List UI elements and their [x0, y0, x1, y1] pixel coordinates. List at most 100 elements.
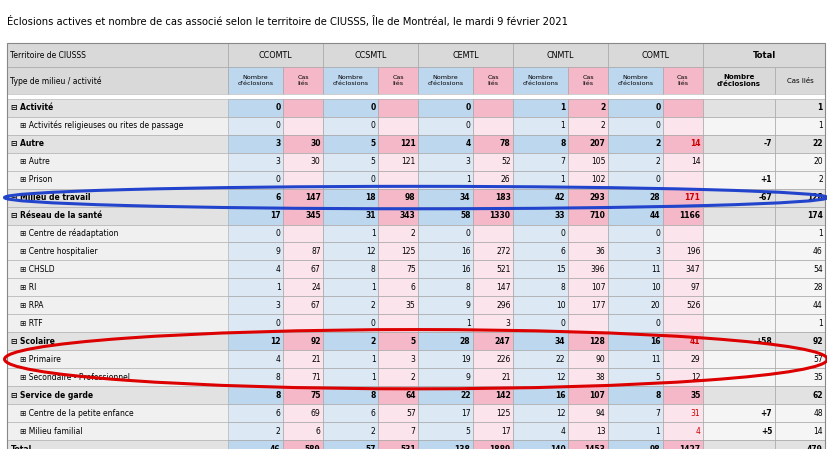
Bar — [608, 386, 663, 404]
Bar — [608, 260, 663, 278]
Bar — [568, 207, 608, 224]
Bar — [775, 67, 825, 94]
Text: 2: 2 — [370, 301, 375, 310]
Bar — [323, 440, 378, 449]
Bar — [775, 278, 825, 296]
Text: 521: 521 — [496, 265, 510, 274]
Bar — [323, 171, 378, 189]
Bar — [418, 224, 473, 242]
Bar — [703, 332, 775, 350]
Bar — [513, 422, 568, 440]
Bar — [418, 350, 473, 368]
Text: 1: 1 — [276, 283, 280, 292]
Text: 10: 10 — [651, 283, 661, 292]
Bar — [418, 135, 473, 153]
Bar — [473, 135, 513, 153]
Text: 17: 17 — [461, 409, 471, 418]
Bar — [418, 404, 473, 422]
Text: +5: +5 — [761, 427, 772, 436]
Text: 57: 57 — [406, 409, 416, 418]
Bar — [568, 99, 608, 117]
Bar — [608, 440, 663, 449]
Bar — [568, 350, 608, 368]
Bar — [568, 224, 608, 242]
Bar — [513, 296, 568, 314]
Bar — [378, 386, 418, 404]
Bar — [703, 207, 775, 224]
Bar — [703, 224, 775, 242]
Text: Total: Total — [753, 50, 776, 60]
Bar — [378, 422, 418, 440]
Bar — [283, 67, 323, 94]
Bar — [703, 386, 775, 404]
Text: 17: 17 — [270, 211, 280, 220]
Bar — [418, 43, 513, 67]
Bar — [775, 314, 825, 332]
Bar — [473, 350, 513, 368]
Bar — [513, 314, 568, 332]
Text: 0: 0 — [656, 175, 661, 184]
Bar — [323, 314, 378, 332]
Bar — [775, 260, 825, 278]
Bar — [323, 242, 378, 260]
Text: 98: 98 — [650, 445, 661, 449]
Bar — [228, 296, 283, 314]
Bar — [323, 135, 378, 153]
Bar — [323, 224, 378, 242]
Bar — [703, 404, 775, 422]
Bar — [608, 350, 663, 368]
Text: ⊞ Centre de réadaptation: ⊞ Centre de réadaptation — [20, 229, 118, 238]
Bar — [473, 404, 513, 422]
Bar — [378, 171, 418, 189]
Text: 0: 0 — [275, 319, 280, 328]
Text: 3: 3 — [275, 301, 280, 310]
Bar — [378, 224, 418, 242]
Text: 142: 142 — [495, 391, 510, 400]
Bar — [568, 207, 608, 224]
Bar — [378, 278, 418, 296]
Bar — [568, 260, 608, 278]
Bar — [663, 368, 703, 386]
Bar — [775, 404, 825, 422]
Bar — [283, 117, 323, 135]
Bar — [568, 153, 608, 171]
Bar — [703, 278, 775, 296]
Text: 8: 8 — [370, 391, 375, 400]
Bar — [608, 260, 663, 278]
Bar — [418, 117, 473, 135]
Bar — [663, 171, 703, 189]
Text: Total: Total — [11, 445, 32, 449]
Text: 19: 19 — [461, 355, 471, 364]
Bar — [568, 332, 608, 350]
Bar — [378, 99, 418, 117]
Bar — [7, 332, 228, 350]
Bar — [568, 368, 608, 386]
Text: 7: 7 — [656, 409, 661, 418]
Bar — [228, 350, 283, 368]
Bar — [568, 278, 608, 296]
Text: 128: 128 — [807, 193, 823, 202]
Text: 26: 26 — [501, 175, 510, 184]
Text: 0: 0 — [656, 319, 661, 328]
Bar — [323, 368, 378, 386]
Text: Type de milieu / activité: Type de milieu / activité — [10, 76, 102, 86]
Bar — [378, 332, 418, 350]
Bar — [775, 260, 825, 278]
Bar — [473, 99, 513, 117]
Bar — [775, 314, 825, 332]
Text: 107: 107 — [590, 391, 605, 400]
Bar — [663, 135, 703, 153]
Bar — [228, 422, 283, 440]
Bar — [703, 350, 775, 368]
Bar — [703, 260, 775, 278]
Text: 3: 3 — [275, 139, 280, 148]
Text: 17: 17 — [501, 427, 510, 436]
Bar — [775, 332, 825, 350]
Bar — [378, 296, 418, 314]
Text: 1166: 1166 — [680, 211, 700, 220]
Bar — [775, 296, 825, 314]
Bar — [283, 207, 323, 224]
Text: -7: -7 — [763, 139, 772, 148]
Bar — [608, 153, 663, 171]
Bar — [568, 260, 608, 278]
